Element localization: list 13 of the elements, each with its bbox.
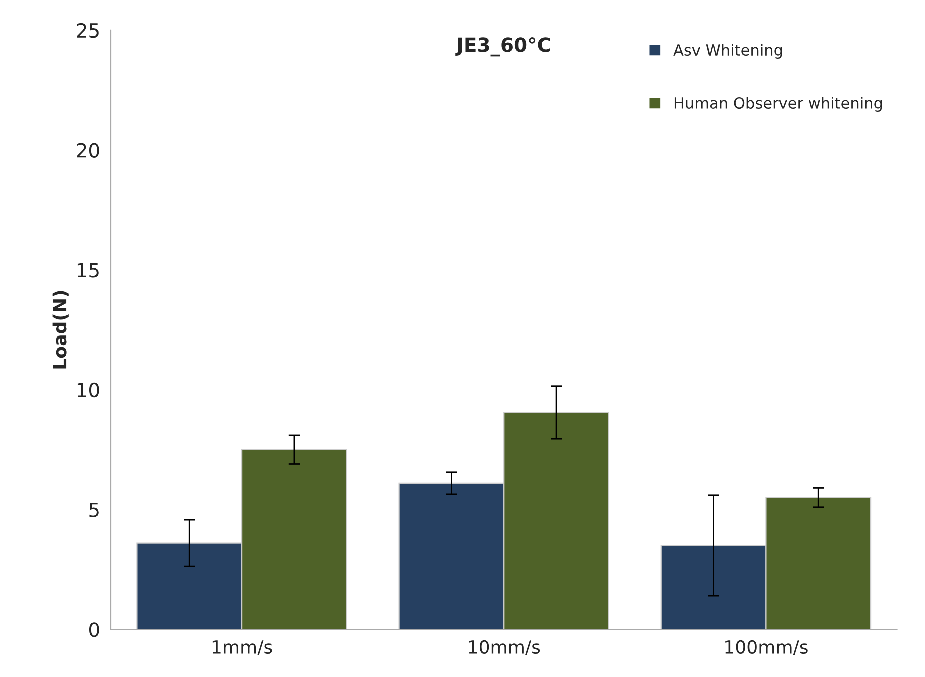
y-tick-label: 5: [90, 502, 99, 518]
legend-label: Asv Whitening: [674, 44, 782, 59]
y-tick-label: 20: [77, 143, 100, 158]
x-tick-label: 1mm/s: [212, 640, 272, 656]
y-tick-label: 10: [78, 382, 100, 398]
y-tick-label: 0: [89, 622, 100, 638]
x-tick-label: 100mm/s: [726, 640, 808, 656]
y-axis-title: Load(N): [52, 291, 69, 369]
legend-label: Human Observer whitening: [674, 97, 882, 112]
y-tick-label: 25: [77, 23, 99, 38]
x-tick-label: 10mm/s: [469, 640, 540, 656]
chart-title: JE3_60°C: [456, 38, 550, 57]
y-tick-label: 15: [78, 263, 99, 278]
